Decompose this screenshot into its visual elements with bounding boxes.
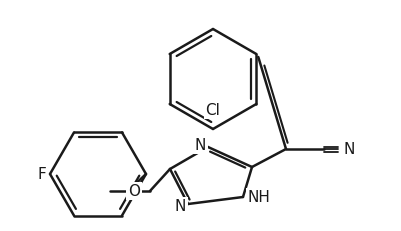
Text: N: N — [194, 138, 206, 153]
Text: NH: NH — [248, 190, 271, 205]
Text: N: N — [344, 142, 355, 157]
Text: O: O — [128, 184, 140, 199]
Text: N: N — [174, 199, 186, 214]
Text: F: F — [37, 167, 46, 182]
Text: Cl: Cl — [206, 103, 221, 118]
